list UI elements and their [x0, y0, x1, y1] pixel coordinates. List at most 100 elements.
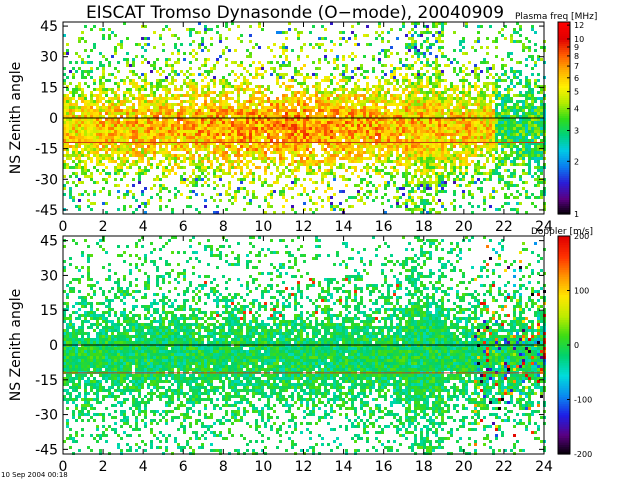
doppler-colorbar-label: Doppler [m/s] [531, 227, 593, 237]
colorbar-swatch [558, 212, 570, 215]
colorbar-swatch [558, 401, 570, 405]
colorbar-swatch [558, 180, 570, 183]
colorbar-swatch [558, 397, 570, 401]
colorbar-swatch [558, 295, 570, 298]
colorbar-swatch [558, 162, 570, 165]
colorbar-swatch [558, 198, 570, 201]
colorbar-swatch [558, 92, 570, 95]
colorbar-swatch [558, 338, 570, 342]
colorbar-swatch [558, 48, 570, 51]
y-tick-label: -45 [35, 442, 58, 458]
x-tick-label: 4 [139, 459, 148, 475]
colorbar-tick-label: 10 [574, 35, 584, 44]
colorbar-swatch [558, 426, 570, 430]
colorbar-swatch [558, 76, 570, 79]
colorbar-swatch [558, 367, 570, 371]
colorbar-swatch [558, 249, 570, 253]
colorbar-swatch [558, 146, 570, 149]
colorbar-swatch [558, 56, 570, 59]
colorbar-swatch [558, 188, 570, 191]
colorbar-swatch [558, 413, 570, 416]
colorbar-swatch [558, 429, 570, 432]
x-tick-label: 12 [295, 459, 313, 475]
colorbar-tick-label: 0 [574, 341, 579, 350]
colorbar-swatch [558, 194, 570, 197]
colorbar-tick-label: 8 [574, 52, 579, 61]
colorbar-swatch [558, 30, 570, 33]
colorbar-swatch [558, 283, 570, 287]
colorbar-swatch [558, 354, 570, 357]
colorbar-swatch [558, 349, 570, 353]
y-tick-label: -30 [35, 172, 58, 188]
colorbar-swatch [558, 438, 570, 441]
colorbar-swatch [558, 136, 570, 139]
colorbar-swatch [558, 168, 570, 171]
colorbar-swatch [558, 174, 570, 177]
colorbar-swatch [558, 390, 570, 394]
colorbar-swatch [558, 285, 570, 289]
doppler-colorbar: 200 100 0 -100 -200 [557, 232, 592, 459]
colorbar-swatch [558, 124, 570, 127]
colorbar-swatch [558, 142, 570, 145]
colorbar-swatch [558, 419, 570, 423]
colorbar-swatch [558, 345, 570, 348]
colorbar-swatch [558, 351, 570, 355]
colorbar-swatch [558, 40, 570, 43]
colorbar-swatch [558, 86, 570, 89]
colorbar-swatch [558, 342, 570, 346]
colorbar-swatch [558, 90, 570, 93]
colorbar-swatch [558, 290, 570, 294]
colorbar-swatch [558, 408, 570, 412]
colorbar-swatch [558, 404, 570, 407]
colorbar-swatch [558, 363, 570, 367]
x-tick-label: 12 [295, 219, 313, 235]
colorbar-swatch [558, 42, 570, 45]
colorbar-swatch [558, 78, 570, 81]
doppler-y-axis: 45 30 15 0 -15 -30 -45 [35, 234, 544, 458]
colorbar-swatch [558, 22, 570, 25]
x-tick-label: 20 [455, 219, 473, 235]
colorbar-swatch [558, 176, 570, 179]
doppler-x-axis: 0 2 4 6 8 10 12 14 16 18 20 22 24 [59, 236, 553, 475]
y-tick-label: 45 [40, 19, 58, 35]
plasma-freq-heatmap [63, 22, 546, 214]
colorbar-swatch [558, 276, 570, 280]
plasma-freq-y-axis: 45 30 15 0 -15 -30 -45 [35, 19, 544, 219]
colorbar-swatch [558, 204, 570, 207]
colorbar-swatch [558, 245, 570, 248]
colorbar-swatch [558, 24, 570, 27]
colorbar-swatch [558, 270, 570, 273]
colorbar-swatch [558, 310, 570, 314]
colorbar-swatch [558, 112, 570, 115]
timestamp-footer: 10 Sep 2004 00:18 [1, 471, 68, 479]
colorbar-swatch [558, 26, 570, 29]
colorbar-tick-label: 1 [574, 210, 579, 219]
colorbar-swatch [558, 34, 570, 37]
x-tick-label: 22 [495, 219, 513, 235]
colorbar-swatch [558, 44, 570, 47]
colorbar-swatch [558, 313, 570, 317]
colorbar-swatch [558, 333, 570, 337]
colorbar-swatch [558, 347, 570, 351]
colorbar-swatch [558, 433, 570, 437]
colorbar-frame [557, 21, 571, 215]
colorbar-swatch [558, 388, 570, 392]
colorbar-swatch [558, 272, 570, 276]
x-tick-label: 10 [255, 459, 273, 475]
colorbar-swatch [558, 274, 570, 278]
colorbar-swatch [558, 254, 570, 258]
colorbar-swatch [558, 94, 570, 97]
colorbar-swatch [558, 306, 570, 310]
colorbar-swatch [558, 365, 570, 369]
colorbar-tick-label: 100 [574, 287, 589, 296]
colorbar-swatch [558, 247, 570, 251]
colorbar-swatch [558, 178, 570, 181]
colorbar-swatch [558, 82, 570, 85]
colorbar-swatch [558, 110, 570, 113]
colorbar-swatch [558, 50, 570, 53]
x-tick-label: 2 [99, 459, 108, 475]
colorbar-swatch [558, 417, 570, 421]
colorbar-tick-label: 4 [574, 105, 579, 114]
